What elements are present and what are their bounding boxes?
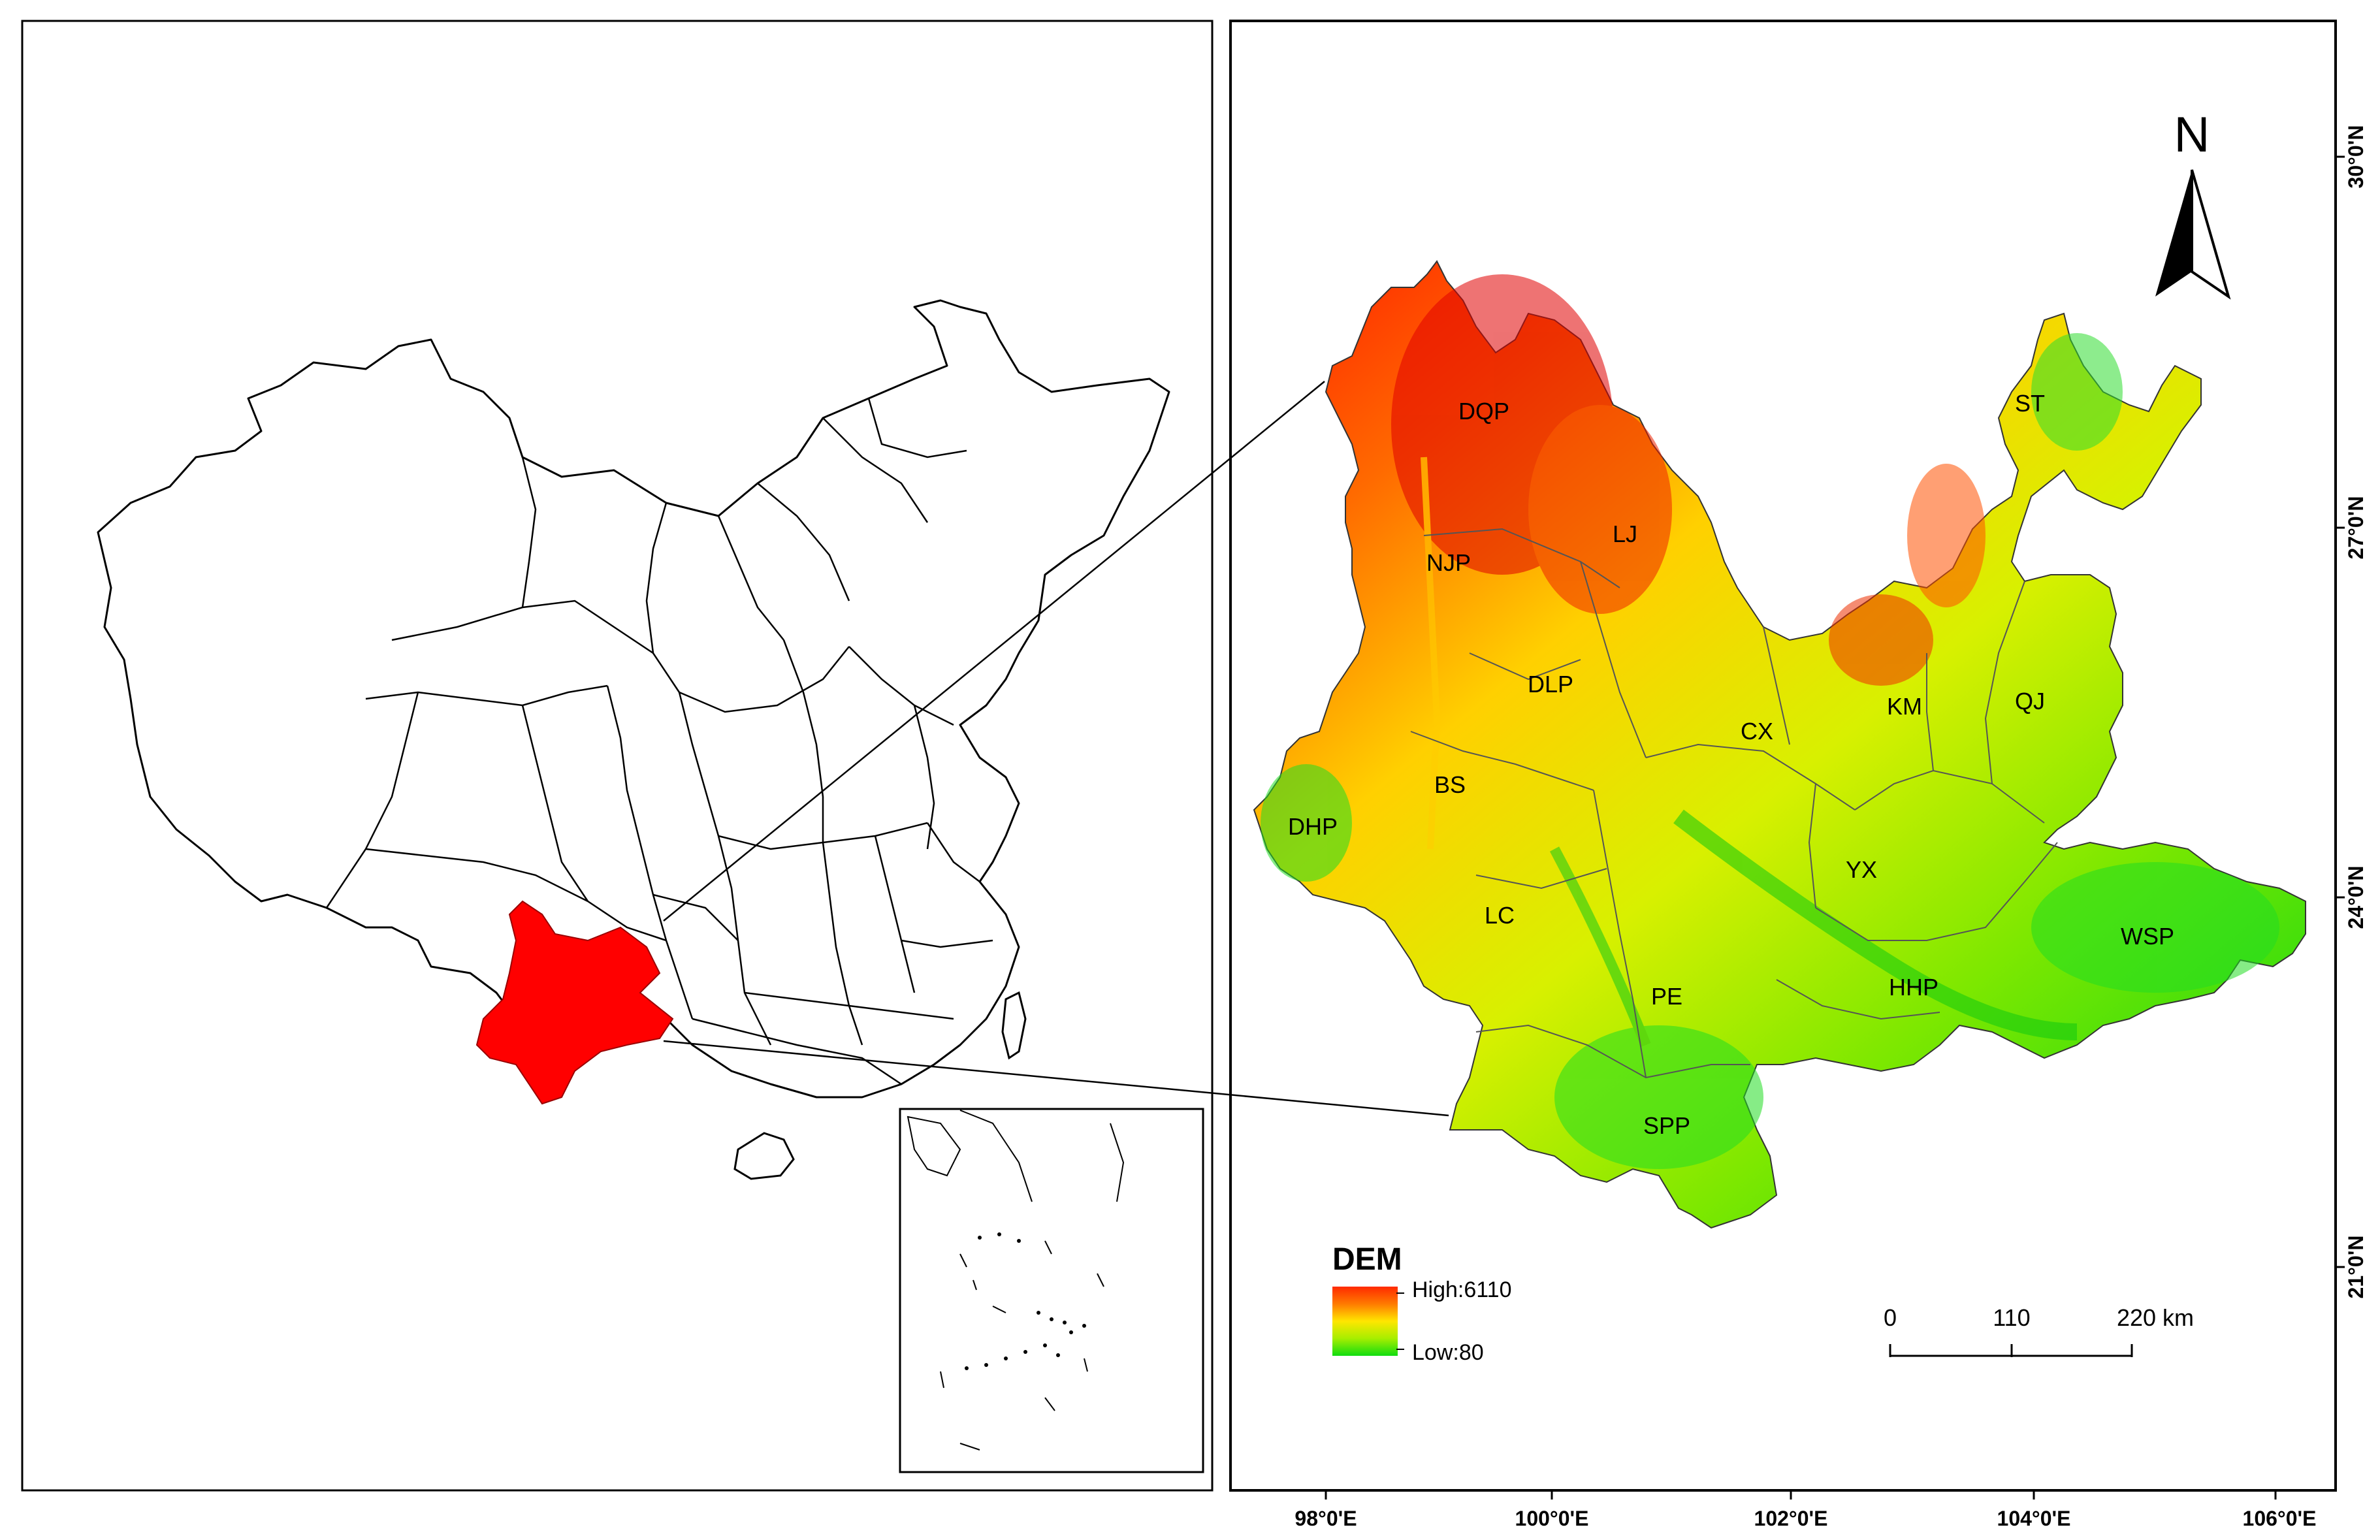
longitude-label: 104°0'E — [1997, 1507, 2071, 1530]
latitude-label: 27°0'N — [2344, 496, 2368, 560]
region-label: LJ — [1613, 521, 1637, 547]
region-label: HHP — [1889, 974, 1938, 1001]
legend-title: DEM — [1332, 1242, 1402, 1277]
latitude-labels: 30°0'N 27°0'N 24°0'N 21°0'N — [2344, 125, 2368, 1299]
scale-tick-label: 0 — [1884, 1304, 1897, 1331]
hainan-island — [733, 1132, 795, 1180]
legend-low-label: Low:80 — [1412, 1340, 1484, 1365]
region-label: DQP — [1458, 398, 1509, 425]
longitude-label: 100°0'E — [1515, 1507, 1589, 1530]
scale-bar: 0 110 220 km — [1884, 1304, 2194, 1357]
leader-line-bottom — [663, 1040, 1449, 1117]
latitude-label: 30°0'N — [2344, 125, 2368, 189]
scale-tick-label: 110 — [1993, 1304, 2030, 1331]
region-label: YX — [1846, 856, 1877, 883]
north-arrow-letter: N — [2174, 107, 2210, 163]
longitude-label: 98°0'E — [1295, 1507, 1357, 1530]
china-outline — [97, 299, 1170, 1099]
region-label: CX — [1741, 718, 1773, 745]
leader-line-top — [663, 381, 1325, 922]
taiwan-island — [1001, 991, 1027, 1060]
longitude-label: 106°0'E — [2243, 1507, 2317, 1530]
terrain-shading — [1261, 274, 2279, 1169]
longitude-labels: 98°0'E 100°0'E 102°0'E 104°0'E 106°0'E — [1295, 1507, 2316, 1530]
region-label: PE — [1651, 983, 1682, 1010]
main-map-panel: DQP LJ NJP DLP BS DHP CX KM QJ ST YX LC … — [663, 20, 2368, 1530]
province-boundaries — [325, 398, 993, 1085]
legend-color-ramp — [1332, 1287, 1398, 1356]
south-china-sea-inset — [899, 1108, 1204, 1473]
region-label: LC — [1485, 902, 1515, 929]
prefecture-boundaries — [1410, 528, 2058, 1079]
graticule-ticks — [1325, 155, 2345, 1500]
longitude-label: 102°0'E — [1754, 1507, 1828, 1530]
latitude-label: 24°0'N — [2344, 866, 2368, 929]
scale-tick-label: 220 km — [2117, 1304, 2194, 1331]
legend-high-label: High:6110 — [1412, 1277, 1512, 1302]
region-label: SPP — [1643, 1112, 1690, 1139]
dem-legend: DEM High:6110 Low:80 — [1332, 1242, 1512, 1365]
yunnan-highlight — [475, 900, 674, 1105]
region-labels: DQP LJ NJP DLP BS DHP CX KM QJ ST YX LC … — [1288, 390, 2174, 1139]
region-label: QJ — [2015, 688, 2045, 714]
region-label: KM — [1887, 693, 1922, 720]
region-label: ST — [2015, 390, 2045, 417]
region-label: DLP — [1528, 671, 1573, 698]
locator-panel — [21, 20, 1214, 1492]
north-arrow-icon: N — [2155, 107, 2231, 300]
region-label: DHP — [1288, 813, 1338, 840]
region-label: BS — [1434, 771, 1466, 798]
region-label: WSP — [2121, 923, 2174, 950]
region-label: NJP — [1426, 549, 1471, 576]
latitude-label: 21°0'N — [2344, 1236, 2368, 1299]
